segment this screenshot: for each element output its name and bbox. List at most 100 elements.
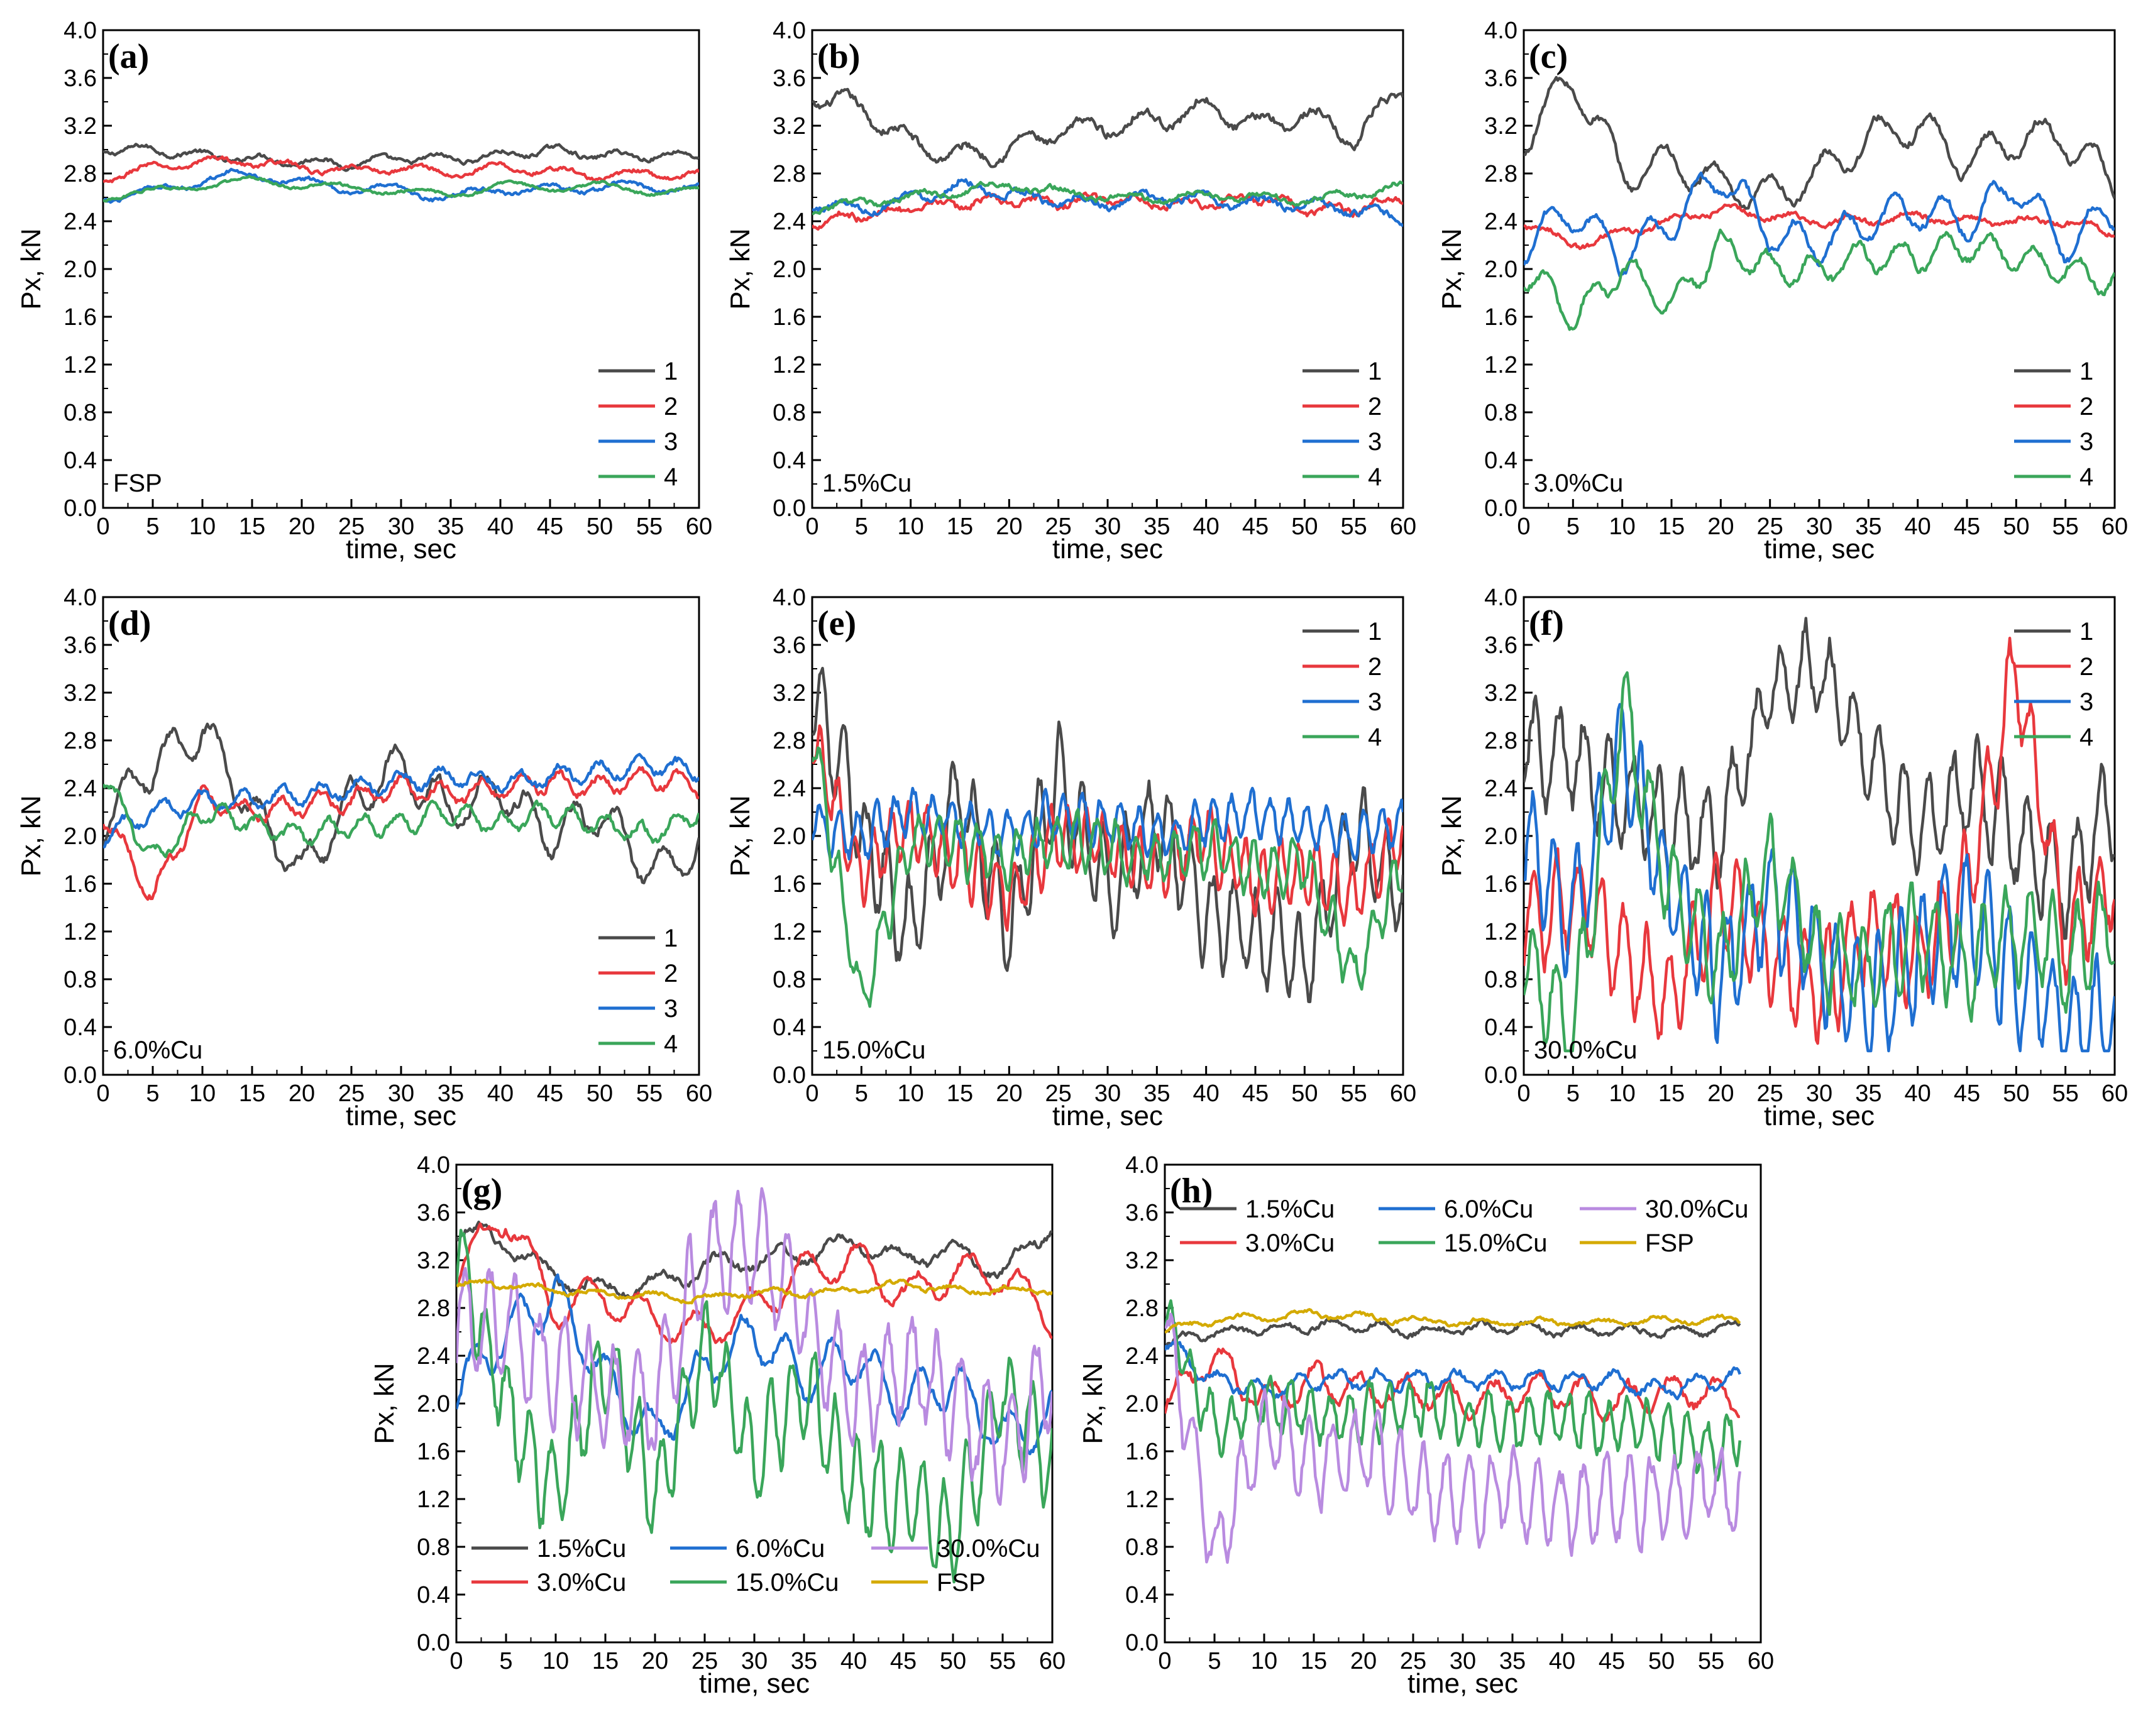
y-tick-label: 3.2 [773,113,806,140]
y-tick-label: 0.4 [1484,448,1517,474]
y-tick-label: 0.0 [417,1630,450,1656]
x-tick-label: 15 [239,514,265,540]
series-lines [456,1187,1052,1584]
legend-label: 4 [2079,723,2093,751]
x-tick-label: 45 [537,1080,563,1107]
plot-frame [1523,29,2116,509]
y-tick-label: 2.4 [1484,776,1517,802]
legend-label: 4 [1368,463,1382,491]
x-tick-label: 45 [1242,514,1269,540]
x-tick-label: 20 [996,514,1022,540]
plot-frame [102,596,700,1076]
series-line-3 [812,786,1403,862]
legend-label: 6.0%Cu [1444,1195,1533,1223]
y-tick-label: 2.4 [773,776,806,802]
x-tick-label: 40 [1193,514,1220,540]
y-tick-label: 2.4 [1125,1343,1159,1370]
x-tick-label: 45 [1954,1080,1980,1107]
x-tick-label: 30 [1806,514,1832,540]
legend-label: 3 [2079,688,2093,716]
series-line-2 [103,766,699,901]
x-axis-label: time, sec [1052,534,1163,564]
series-line-60Cu [456,1273,1052,1456]
y-tick-label: 2.0 [63,256,97,283]
x-tick-label: 60 [1390,1080,1416,1107]
series-line-4 [103,175,699,203]
legend-label: 3 [664,428,678,456]
x-tick-label: 10 [898,1080,924,1107]
x-tick-label: 55 [1341,514,1367,540]
legend-label: 3 [664,995,678,1023]
x-tick-label: 10 [189,514,216,540]
x-axis-label: time, sec [1407,1668,1518,1699]
x-tick-label: 35 [791,1648,817,1674]
x-tick-label: 30 [1094,1080,1121,1107]
x-tick-label: 60 [1039,1648,1066,1674]
x-axis-label: time, sec [1052,1101,1163,1131]
y-tick-label: 1.6 [773,304,806,331]
legend: 1 2 3 4 [2014,618,2093,751]
legend-label: 4 [664,1030,678,1058]
x-tick-label: 55 [2052,1080,2079,1107]
x-tick-label: 40 [1549,1648,1575,1674]
legend-label: 3 [1368,688,1382,716]
y-axis-label: Px, kN [16,228,47,310]
y-tick-label: 1.6 [1484,304,1517,331]
x-tick-label: 25 [338,514,365,540]
y-tick-label: 3.6 [63,632,97,659]
y-tick-label: 2.0 [1484,256,1517,283]
x-tick-label: 10 [1609,1080,1636,1107]
y-tick-label: 2.8 [63,728,97,754]
y-tick-label: 0.8 [773,400,806,426]
x-tick-label: 50 [2003,514,2029,540]
x-tick-label: 30 [1450,1648,1476,1674]
x-tick-label: 30 [741,1648,768,1674]
series-line-3 [812,178,1403,228]
x-tick-label: 60 [2101,1080,2128,1107]
x-tick-label: 50 [1291,1080,1318,1107]
x-tick-label: 10 [1251,1648,1277,1674]
x-tick-label: 5 [1208,1648,1221,1674]
legend-label: 3.0%Cu [537,1569,626,1596]
legend: 1 2 3 4 [1303,618,1382,751]
x-tick-label: 0 [805,514,818,540]
y-axis-label: Px, kN [1436,795,1467,877]
composition-annotation: 15.0%Cu [822,1036,926,1064]
y-tick-label: 1.6 [1125,1439,1159,1465]
plot-frame [102,29,700,509]
panel-e: 0.0 0.4 0.8 1.2 1.6 2.0 2.4 2.8 3.2 3.6 4.0 0 5 10 15 2… [725,585,1416,1131]
y-tick-label: 0.4 [773,1014,806,1041]
x-tick-label: 35 [1499,1648,1526,1674]
x-tick-label: 15 [1658,1080,1685,1107]
composition-annotation: 6.0%Cu [113,1036,202,1064]
x-tick-label: 25 [1045,514,1072,540]
plot-frame [811,29,1404,509]
series-line-1 [1524,617,2115,940]
x-tick-label: 15 [947,514,973,540]
y-tick-label: 3.6 [773,65,806,92]
x-tick-label: 25 [338,1080,365,1107]
series-lines [1524,75,2115,331]
series-line-2 [1524,637,2115,1045]
legend-label: 3 [1368,428,1382,456]
x-tick-label: 30 [1806,1080,1832,1107]
panel-label: (f) [1529,604,1564,643]
x-tick-label: 20 [1707,1080,1734,1107]
x-tick-label: 35 [1855,1080,1881,1107]
series-line-2 [1524,202,2115,251]
y-tick-label: 4.0 [417,1152,450,1178]
series-line-4 [1524,228,2115,331]
y-tick-label: 0.8 [1125,1534,1159,1561]
panel-c: 0.0 0.4 0.8 1.2 1.6 2.0 2.4 2.8 3.2 3.6 4.0 0 5 10 15 2… [1436,18,2128,564]
y-tick-label: 2.4 [63,776,97,802]
y-tick-label: 3.2 [1484,113,1517,140]
x-tick-label: 10 [898,514,924,540]
x-tick-label: 5 [855,514,868,540]
legend-label: FSP [1645,1229,1694,1257]
x-tick-label: 15 [1658,514,1685,540]
legend-label: 1 [2079,618,2093,646]
y-tick-label: 2.0 [773,823,806,850]
x-axis-label: time, sec [1764,1101,1875,1131]
x-tick-label: 30 [1094,514,1121,540]
x-tick-label: 15 [947,1080,973,1107]
